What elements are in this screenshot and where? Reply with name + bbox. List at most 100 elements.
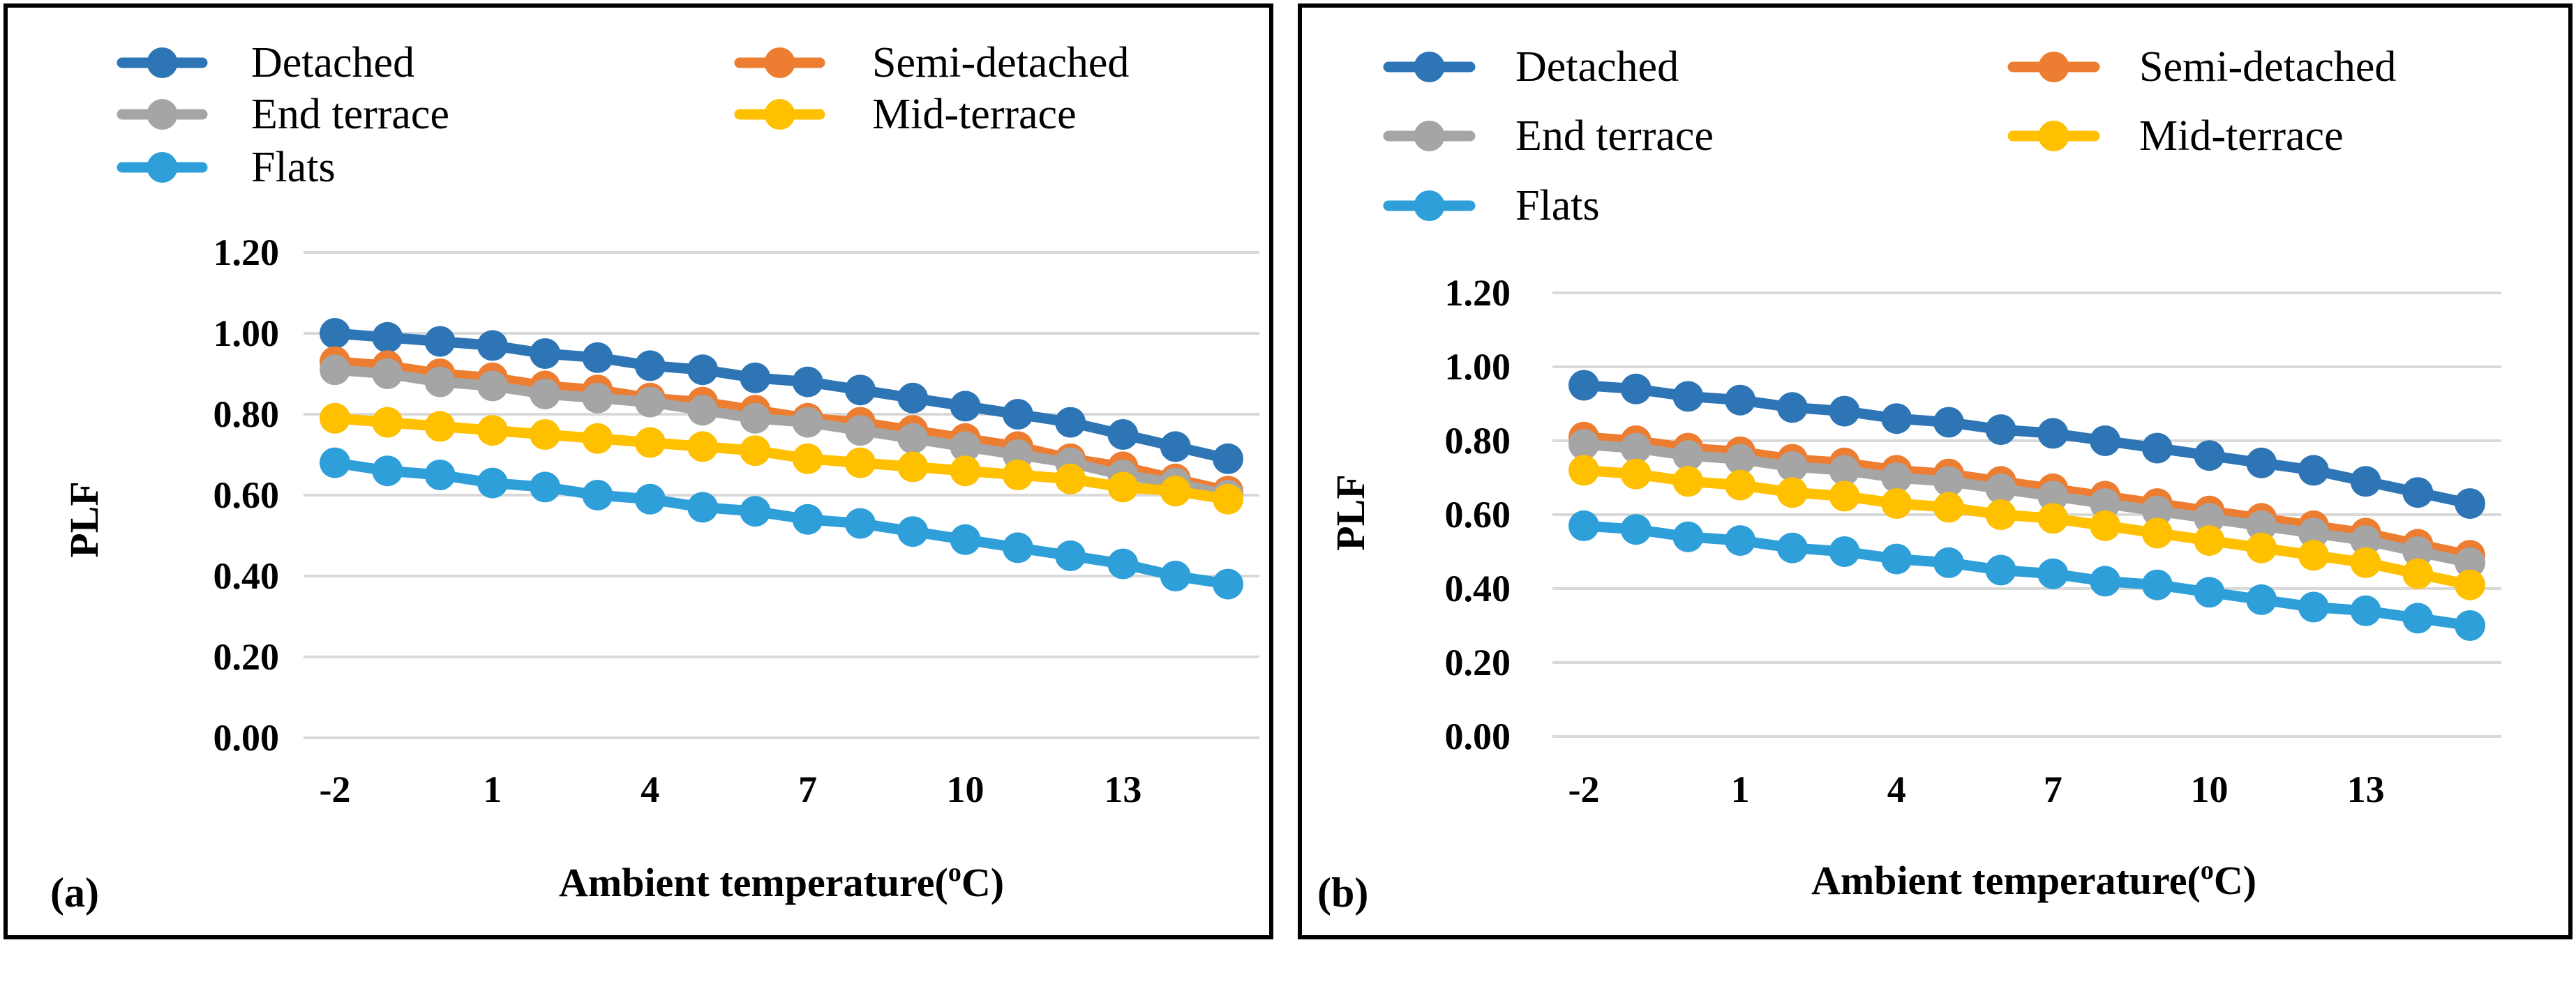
data-point [687,431,719,462]
legend-entry: Semi-detached [734,39,1129,86]
legend-entry: Detached [1383,43,1679,91]
data-point [1213,483,1243,515]
data-point [2246,584,2277,615]
data-point [582,342,613,373]
data-point [320,354,350,386]
legend-marker [764,47,795,78]
data-point [372,407,403,438]
legend-marker [1414,121,1445,151]
data-point [2350,547,2381,578]
data-point [897,516,929,547]
legend-label: Mid-terrace [872,91,1077,138]
legend-marker [1414,190,1445,221]
x-tick-label: 7 [2044,769,2062,810]
x-tick-label: 7 [798,769,817,810]
chart-panel-a: 0.00 0.20 0.40 0.60 0.80 1.00 1.20 -2 1 4 7 10 13 Det… [3,3,1273,939]
y-tick-label: 0.00 [1445,716,1511,757]
data-point [950,455,981,487]
legend-label: Flats [1515,182,1600,229]
y-tick-label: 0.60 [214,474,280,516]
data-point [477,330,508,361]
data-point [844,508,876,539]
legend-label: Detached [251,39,414,86]
x-tick-label: 13 [2347,769,2385,810]
legend-label: Flats [251,144,336,191]
legend-entry: End terrace [117,91,449,138]
x-axis-title: Ambient temperature(oC) [559,858,1004,905]
data-point [424,411,456,442]
data-point [2402,603,2434,634]
data-point [1776,392,1808,423]
x-tick-label: 4 [641,769,659,810]
data-point [2246,447,2277,478]
data-point [792,504,823,535]
data-point [897,382,929,414]
panel-label: (b) [1317,870,1368,916]
x-tick-label: 1 [483,769,502,810]
data-point [1985,473,2016,504]
data-point [2455,610,2485,641]
x-tick-label: 1 [1731,769,1750,810]
legend-marker [147,99,178,130]
data-point [792,366,823,398]
data-point [1213,443,1243,474]
data-point [1620,514,1652,545]
y-tick-label: 0.80 [214,393,280,435]
data-point [1568,510,1599,541]
x-tick-label: -2 [320,769,351,810]
series-detached [320,318,1243,474]
data-point [582,423,613,454]
data-point [477,467,508,499]
data-point [897,451,929,483]
x-tick-label: 10 [2190,769,2228,810]
data-point [2246,532,2277,563]
data-point [1002,399,1033,430]
data-point [2402,536,2434,567]
y-tick-label: 0.80 [1445,420,1511,462]
legend-marker [2038,121,2069,151]
data-point [320,447,350,478]
data-point [1672,381,1704,412]
x-tick-label: 4 [1887,769,1906,810]
data-point [1985,554,2016,586]
data-point [687,354,719,386]
data-point [950,391,981,422]
data-point [1213,568,1243,600]
data-point [1160,476,1191,507]
series-end-terrace [1568,429,2485,578]
data-point [320,318,350,349]
data-point [2194,440,2225,471]
legend-entry: Detached [117,39,414,86]
legend-label: Mid-terrace [2139,112,2344,160]
data-point [424,460,456,490]
data-point [1725,525,1756,557]
data-point [2350,525,2381,557]
legend-marker [1414,52,1445,82]
data-point [582,480,613,510]
data-point [1933,407,1964,438]
data-point [1107,471,1139,503]
data-point [1055,540,1086,571]
legend-marker [147,152,178,183]
data-point [1881,488,1912,520]
data-point [1107,548,1139,580]
data-point [1985,414,2016,446]
data-point [1568,429,1599,460]
legend-marker [147,47,178,78]
y-tick-label: 1.20 [214,232,280,273]
data-point [372,321,403,353]
x-tick-label: -2 [1568,769,1600,810]
series-detached [1568,370,2485,520]
data-point [530,419,561,450]
data-point [1620,458,1652,490]
data-point [530,471,561,503]
data-point [1672,521,1704,552]
data-point [950,431,981,462]
data-point [1829,536,1860,567]
data-point [634,386,666,418]
data-point [740,362,771,393]
data-point [1725,469,1756,501]
data-point [372,455,403,487]
data-point [1055,463,1086,494]
data-point [687,395,719,426]
